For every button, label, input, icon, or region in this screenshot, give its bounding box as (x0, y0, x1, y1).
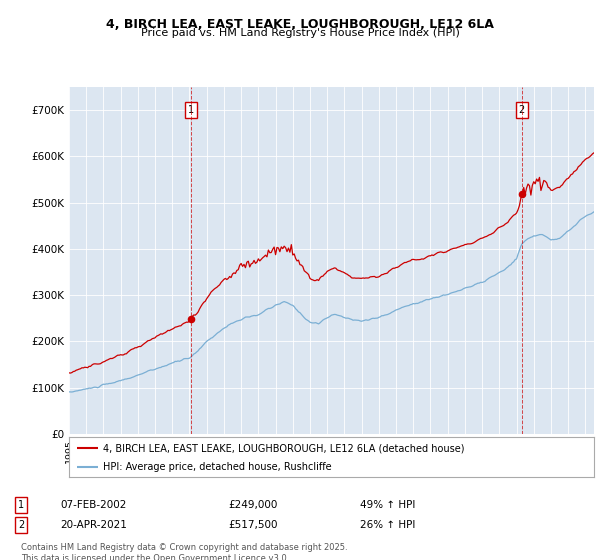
Text: £249,000: £249,000 (228, 500, 277, 510)
Text: 1: 1 (188, 105, 194, 115)
Text: 20-APR-2021: 20-APR-2021 (60, 520, 127, 530)
Text: 49% ↑ HPI: 49% ↑ HPI (360, 500, 415, 510)
Text: Price paid vs. HM Land Registry's House Price Index (HPI): Price paid vs. HM Land Registry's House … (140, 28, 460, 38)
Text: 07-FEB-2002: 07-FEB-2002 (60, 500, 127, 510)
Point (187, 314, 196, 323)
Text: 2: 2 (518, 105, 525, 115)
Text: 1: 1 (18, 500, 24, 510)
Point (517, 190, 527, 199)
Text: 2: 2 (18, 520, 24, 530)
Text: Contains HM Land Registry data © Crown copyright and database right 2025.
This d: Contains HM Land Registry data © Crown c… (21, 543, 347, 560)
Text: 26% ↑ HPI: 26% ↑ HPI (360, 520, 415, 530)
Text: HPI: Average price, detached house, Rushcliffe: HPI: Average price, detached house, Rush… (103, 462, 332, 472)
Text: 4, BIRCH LEA, EAST LEAKE, LOUGHBOROUGH, LE12 6LA: 4, BIRCH LEA, EAST LEAKE, LOUGHBOROUGH, … (106, 18, 494, 31)
Text: 4, BIRCH LEA, EAST LEAKE, LOUGHBOROUGH, LE12 6LA (detached house): 4, BIRCH LEA, EAST LEAKE, LOUGHBOROUGH, … (103, 443, 464, 453)
Text: £517,500: £517,500 (228, 520, 277, 530)
